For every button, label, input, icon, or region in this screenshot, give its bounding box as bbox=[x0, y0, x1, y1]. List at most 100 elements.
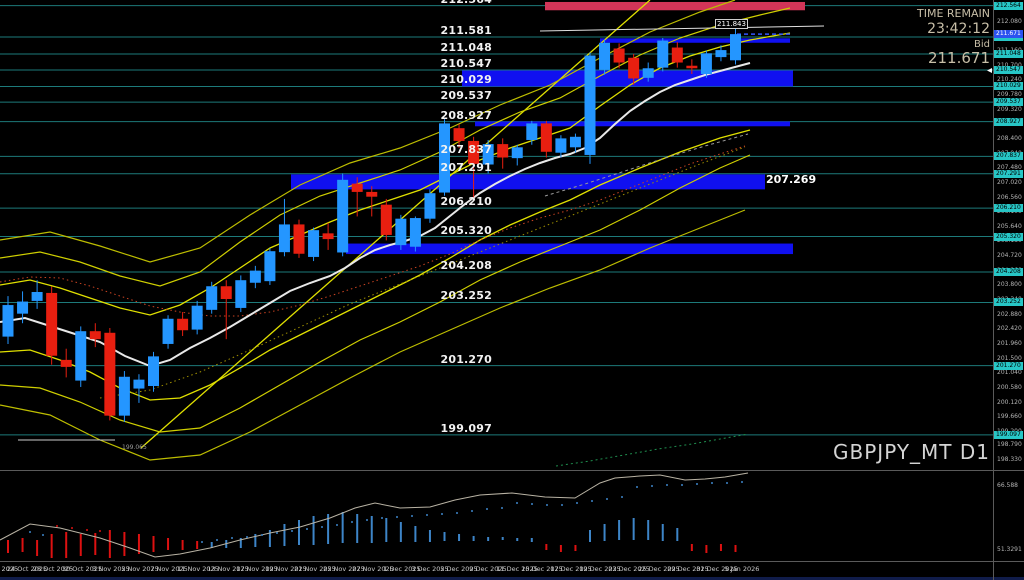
indicator-dot bbox=[636, 486, 638, 488]
demand-zone-rect bbox=[475, 121, 790, 127]
axis-price-chip: 207.837 bbox=[994, 152, 1023, 161]
axis-price-label: 200.120 bbox=[997, 398, 1022, 406]
indicator-dot bbox=[201, 541, 203, 543]
date-tick-label: 24 Oct 2025 bbox=[6, 565, 48, 573]
candle-body bbox=[613, 48, 625, 63]
demand-zone-rect bbox=[346, 243, 793, 255]
indicator-dot bbox=[381, 517, 383, 519]
axis-price-chip: 201.270 bbox=[994, 361, 1023, 370]
indicator-dot bbox=[651, 485, 653, 487]
axis-price-chip: 203.252 bbox=[994, 298, 1023, 307]
indicator-scale-label: 66.588 bbox=[997, 482, 1018, 489]
dotted-ma-gold bbox=[99, 146, 746, 399]
date-tick-label: 5 Dec 2025 bbox=[440, 565, 478, 573]
price-axis[interactable] bbox=[993, 0, 1024, 580]
indicator-dot bbox=[336, 524, 338, 526]
indicator-dot bbox=[456, 512, 458, 514]
axis-price-chip: 209.537 bbox=[994, 98, 1023, 107]
indicator-dot bbox=[516, 502, 518, 504]
symbol-timeframe-watermark: GBPJPY_MT D1 bbox=[833, 440, 990, 464]
bid-value: 211.671 bbox=[927, 49, 990, 68]
date-axis[interactable] bbox=[0, 561, 993, 578]
candle-body bbox=[249, 270, 261, 283]
axis-price-label: 209.780 bbox=[997, 90, 1022, 98]
candle-body bbox=[31, 291, 43, 301]
candle-body bbox=[453, 128, 465, 141]
candle-body bbox=[104, 332, 116, 416]
indicator-dot bbox=[711, 482, 713, 484]
axis-price-label: 198.330 bbox=[997, 455, 1022, 463]
candle-body bbox=[409, 218, 421, 247]
candle-body bbox=[599, 42, 611, 70]
indicator-dot bbox=[321, 526, 323, 528]
zone-price-label: 207.269 bbox=[766, 173, 817, 186]
white-ma-line bbox=[0, 62, 751, 368]
candle-body bbox=[468, 140, 480, 164]
date-tick-label: 31 Dec 2025 bbox=[696, 565, 738, 573]
date-tick-label: 7 Nov 2025 bbox=[150, 565, 188, 573]
indicator-dot bbox=[426, 514, 428, 516]
axis-price-label: 208.400 bbox=[997, 134, 1022, 142]
candle-body bbox=[497, 144, 509, 158]
candle-body bbox=[511, 147, 523, 159]
indicator-dot bbox=[531, 503, 533, 505]
candle-body bbox=[482, 144, 494, 165]
dashed-line-gray bbox=[544, 133, 749, 197]
indicator-dot bbox=[216, 539, 218, 541]
indicator-dot bbox=[591, 500, 593, 502]
date-tick-label: 21 Nov 2025 bbox=[294, 565, 336, 573]
candle-body bbox=[322, 233, 334, 240]
candle-body bbox=[671, 47, 683, 63]
date-tick-label: 15 Dec 2025 bbox=[521, 565, 563, 573]
candle-body bbox=[584, 55, 596, 155]
date-tick-label: 11 Dec 2025 bbox=[496, 565, 538, 573]
indicator-dot bbox=[99, 530, 101, 532]
date-tick-label: 28 Oct 2025 bbox=[32, 565, 74, 573]
indicator-dot bbox=[606, 498, 608, 500]
candle-body bbox=[540, 123, 552, 152]
axis-price-chip: 205.320 bbox=[994, 232, 1023, 241]
indicator-dot bbox=[681, 484, 683, 486]
indicator-dot bbox=[366, 519, 368, 521]
candle-body bbox=[628, 57, 640, 79]
candle-body bbox=[657, 40, 669, 68]
indicator-dot bbox=[42, 534, 44, 536]
indicator-dot bbox=[741, 481, 743, 483]
candle-body bbox=[424, 193, 436, 219]
axis-price-label: 206.560 bbox=[997, 193, 1022, 201]
axis-price-chip: 206.210 bbox=[994, 204, 1023, 213]
candle-body bbox=[148, 356, 159, 387]
date-tick-label: 30 Oct 2025 bbox=[61, 565, 103, 573]
axis-price-label: 201.040 bbox=[997, 369, 1022, 377]
axis-price-label: 204.720 bbox=[997, 252, 1022, 260]
axis-price-chip: 211.048 bbox=[994, 49, 1023, 58]
axis-price-label: 199.660 bbox=[997, 413, 1022, 421]
candle-body bbox=[337, 179, 349, 253]
bid-label: Bid bbox=[974, 38, 990, 50]
demand-zone-rect bbox=[462, 70, 793, 87]
candle-body bbox=[162, 318, 174, 344]
indicator-dot bbox=[396, 516, 398, 518]
axis-price-label: 207.020 bbox=[997, 178, 1022, 186]
candle-body bbox=[526, 123, 538, 140]
trendline-anchor-label: 199.065 bbox=[122, 444, 147, 451]
candle-body bbox=[569, 136, 581, 148]
bottom-edge-strip bbox=[0, 577, 1024, 580]
indicator-signal-line bbox=[0, 472, 749, 558]
date-tick-label: 17 Dec 2025 bbox=[550, 565, 592, 573]
indicator-scale-label: 51.3291 bbox=[997, 546, 1022, 553]
candle-body bbox=[642, 68, 654, 78]
supply-zone-rect bbox=[545, 1, 805, 11]
indicator-dot bbox=[486, 508, 488, 510]
axis-price-label: 201.960 bbox=[997, 340, 1022, 348]
candle-body bbox=[235, 280, 247, 308]
axis-price-chip: 210.029 bbox=[994, 82, 1023, 91]
dotted-line-green bbox=[555, 433, 749, 467]
axis-bid-chip: 211.671 bbox=[994, 30, 1023, 39]
date-tick-label: 1 Dec 2025 bbox=[383, 565, 421, 573]
date-tick-label: 29 Dec 2025 bbox=[667, 565, 709, 573]
outer-band-lower bbox=[0, 209, 746, 461]
axis-price-chip: 199.097 bbox=[994, 430, 1023, 439]
